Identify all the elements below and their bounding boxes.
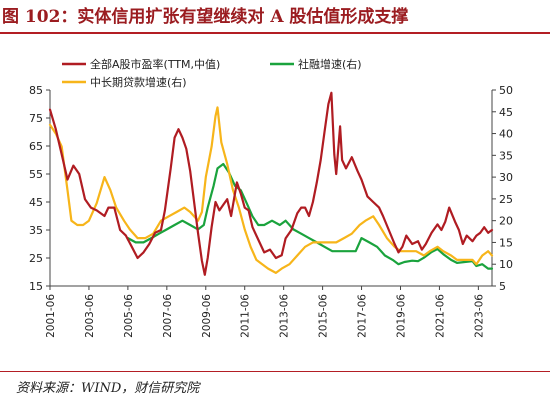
- right-axis-tick-label: 45: [499, 106, 513, 119]
- legend: 全部A股市盈率(TTM,中值) 社融增速(右) 中长期贷款增速(右): [62, 57, 362, 89]
- left-axis-tick-label: 75: [29, 112, 43, 125]
- figure-title: 图 102：实体信用扩张有望继续对 A 股估值形成支撑: [2, 7, 409, 27]
- line-chart: 15 25 35 45 55 65 75 85 5 10 15 20 25 30 35 40 45 50 2001-…: [29, 57, 513, 338]
- right-axis-tick-label: 5: [499, 280, 506, 293]
- legend-label-2: 中长期贷款增速(右): [90, 75, 187, 89]
- axes: 15 25 35 45 55 65 75 85 5 10 15 20 25 30 35 40 45 50 2001-…: [29, 84, 513, 338]
- x-axis-tick-label: 2023-06: [473, 294, 485, 338]
- right-axis-tick-label: 10: [499, 258, 513, 271]
- right-axis-tick-label: 40: [499, 128, 513, 141]
- left-axis-tick-label: 55: [29, 168, 43, 181]
- x-axis-tick-label: 2001-06: [45, 294, 57, 338]
- source-rule: [0, 371, 550, 372]
- x-axis-tick-label: 2017-06: [357, 294, 369, 338]
- source-note: 资料来源：WIND，财信研究院: [16, 381, 200, 396]
- x-axis-tick-label: 2015-06: [318, 294, 330, 338]
- left-axis-tick-label: 65: [29, 140, 43, 153]
- right-axis-tick-label: 20: [499, 215, 513, 228]
- legend-label-0: 全部A股市盈率(TTM,中值): [90, 57, 220, 71]
- right-axis-tick-label: 25: [499, 193, 513, 206]
- x-axis-tick-label: 2003-06: [84, 294, 96, 338]
- title-rule: [0, 32, 550, 34]
- x-axis-tick-label: 2019-06: [395, 294, 407, 338]
- x-axis-tick-label: 2013-06: [279, 294, 291, 338]
- series-line-0: [48, 91, 494, 276]
- left-axis-tick-label: 45: [29, 196, 43, 209]
- right-axis-tick-label: 35: [499, 149, 513, 162]
- x-axis-tick-label: 2021-06: [434, 294, 446, 338]
- left-axis-tick-label: 15: [29, 280, 43, 293]
- right-axis-tick-label: 15: [499, 236, 513, 249]
- x-axis-tick-label: 2009-06: [201, 294, 213, 338]
- left-axis-tick-label: 35: [29, 224, 43, 237]
- right-axis-tick-label: 30: [499, 171, 513, 184]
- series-line-2: [48, 106, 494, 274]
- right-axis-tick-label: 50: [499, 84, 513, 97]
- series-line-1: [126, 162, 494, 270]
- x-axis-tick-label: 2005-06: [123, 294, 135, 338]
- left-axis-tick-label: 25: [29, 252, 43, 265]
- legend-label-1: 社融增速(右): [298, 57, 362, 71]
- x-axis-tick-label: 2007-06: [162, 294, 174, 338]
- left-axis-tick-label: 85: [29, 84, 43, 97]
- x-axis-tick-label: 2011-06: [240, 294, 252, 338]
- series-layer: [48, 91, 494, 276]
